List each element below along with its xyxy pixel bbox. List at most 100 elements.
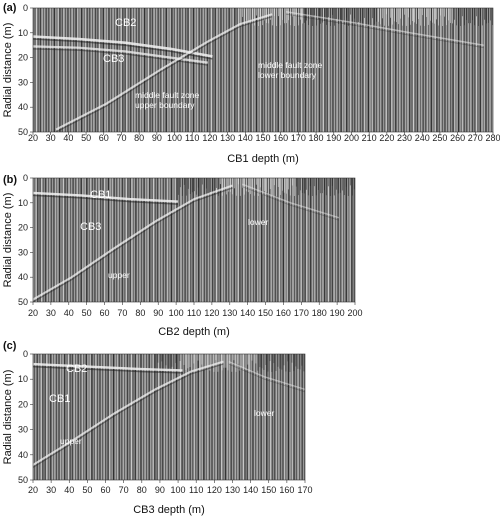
section-annotation: upper <box>108 270 130 280</box>
section-annotation: CB2 <box>66 363 87 375</box>
section-annotation: lower <box>254 408 274 418</box>
y-tick-label: 40 <box>18 102 28 112</box>
x-tick-label: 60 <box>99 133 109 143</box>
section-annotation: upper <box>60 436 82 446</box>
y-tick-label: 30 <box>18 425 28 435</box>
x-tick-label: 90 <box>153 308 163 318</box>
x-tick-label: 40 <box>63 133 73 143</box>
y-tick-label: 30 <box>18 77 28 87</box>
panel-c: (c) 20 30 40 50 60 70 80 90 100 110 120 130 140 150 16… <box>0 340 500 521</box>
x-tick-label: 20 <box>28 133 38 143</box>
x-tick-label: 80 <box>134 133 144 143</box>
x-tick-label: 30 <box>46 308 56 318</box>
section-annotation: middle fault zone lower boundary <box>258 60 323 80</box>
x-tick-label: 70 <box>117 308 127 318</box>
x-tick-label: 170 <box>297 485 312 495</box>
section-annotation: CB1 <box>49 393 70 405</box>
x-tick-label: 240 <box>415 133 430 143</box>
panel-a: (a) 20 30 40 50 60 70 80 90 100 110 120 130 140 150 16… <box>0 0 500 170</box>
x-tick-label: 30 <box>46 133 56 143</box>
x-tick-label: 110 <box>185 133 199 143</box>
y-tick-label: 10 <box>18 28 28 38</box>
panel-b: (b) 20 30 40 50 60 70 80 90 100 110 120 130 140 150 16… <box>0 170 500 340</box>
section-annotation: CB1 <box>90 189 111 201</box>
x-tick-label: 50 <box>82 308 92 318</box>
x-tick-label: 150 <box>255 133 270 143</box>
plot-frame <box>32 353 306 481</box>
x-tick-label: 200 <box>344 133 359 143</box>
x-tick-label: 140 <box>240 308 255 318</box>
x-tick-label: 140 <box>243 485 258 495</box>
panel-letter: (c) <box>3 340 17 352</box>
y-tick-label: 50 <box>18 475 28 485</box>
x-tick-label: 110 <box>189 485 203 495</box>
y-tick-label: 30 <box>18 247 28 257</box>
x-tick-label: 70 <box>116 133 126 143</box>
x-tick-label: 130 <box>222 308 237 318</box>
x-tick-label: 210 <box>362 133 377 143</box>
seismic-section-c: 20 30 40 50 60 70 80 90 100 110 120 130 140 150 160 170… <box>2 349 313 516</box>
y-tick-label: 0 <box>23 349 28 359</box>
x-tick-label: 160 <box>273 133 288 143</box>
y-tick-label: 0 <box>23 173 28 183</box>
x-tick-label: 50 <box>82 485 92 495</box>
x-tick-label: 200 <box>347 308 362 318</box>
y-tick-label: 20 <box>18 399 28 409</box>
x-tick-label: 170 <box>294 308 309 318</box>
x-tick-label: 60 <box>100 308 110 318</box>
x-tick-label: 100 <box>167 133 182 143</box>
seismic-section-a: 20 30 40 50 60 70 80 90 100 110 120 130 140 150 160 170… <box>2 3 500 165</box>
y-tick-label: 0 <box>23 3 28 13</box>
x-tick-label: 250 <box>432 133 447 143</box>
x-tick-label: 20 <box>28 485 38 495</box>
y-tick-label: 20 <box>18 53 28 63</box>
y-axis-label: Radial distance (m) <box>2 193 14 288</box>
section-annotation: CB3 <box>103 53 124 65</box>
section-annotation: lower <box>248 217 268 227</box>
x-tick-label: 100 <box>169 308 184 318</box>
x-tick-label: 50 <box>81 133 91 143</box>
x-tick-label: 160 <box>279 485 294 495</box>
x-tick-label: 90 <box>155 485 165 495</box>
x-tick-label: 180 <box>309 133 324 143</box>
y-tick-label: 10 <box>18 374 28 384</box>
x-tick-label: 120 <box>202 133 217 143</box>
y-tick-label: 40 <box>18 272 28 282</box>
y-tick-label: 50 <box>18 127 28 137</box>
section-annotation: CB3 <box>80 221 101 233</box>
y-axis-label: Radial distance (m) <box>2 23 14 118</box>
x-tick-label: 120 <box>207 485 222 495</box>
x-tick-label: 60 <box>101 485 111 495</box>
x-tick-label: 70 <box>119 485 129 495</box>
section-annotation: CB2 <box>115 17 136 29</box>
x-tick-label: 280 <box>485 133 500 143</box>
x-tick-label: 220 <box>379 133 394 143</box>
trace-texture <box>33 354 305 480</box>
panel-letter: (a) <box>3 2 17 14</box>
x-tick-label: 150 <box>261 485 276 495</box>
y-axis-label: Radial distance (m) <box>2 370 14 465</box>
y-tick-label: 50 <box>18 297 28 307</box>
x-tick-label: 230 <box>397 133 412 143</box>
x-axis-label: CB2 depth (m) <box>158 326 230 338</box>
x-tick-label: 40 <box>64 308 74 318</box>
x-tick-label: 80 <box>137 485 147 495</box>
x-axis-label: CB1 depth (m) <box>227 153 299 165</box>
x-tick-label: 80 <box>135 308 145 318</box>
x-tick-label: 140 <box>238 133 253 143</box>
x-tick-label: 190 <box>330 308 345 318</box>
seismic-section-b: 20 30 40 50 60 70 80 90 100 110 120 130 140 150 160 170… <box>2 173 363 338</box>
trace-texture <box>33 8 493 132</box>
section-annotation: middle fault zone upper boundary <box>135 90 200 110</box>
x-tick-label: 110 <box>187 308 201 318</box>
x-tick-label: 30 <box>46 485 56 495</box>
x-axis-label: CB3 depth (m) <box>133 504 205 516</box>
x-tick-label: 180 <box>312 308 327 318</box>
x-tick-label: 120 <box>204 308 219 318</box>
x-tick-label: 20 <box>28 308 38 318</box>
trace-texture <box>33 178 355 302</box>
y-tick-label: 10 <box>18 198 28 208</box>
x-tick-label: 40 <box>64 485 74 495</box>
x-tick-label: 160 <box>276 308 291 318</box>
panel-letter: (b) <box>3 174 18 186</box>
